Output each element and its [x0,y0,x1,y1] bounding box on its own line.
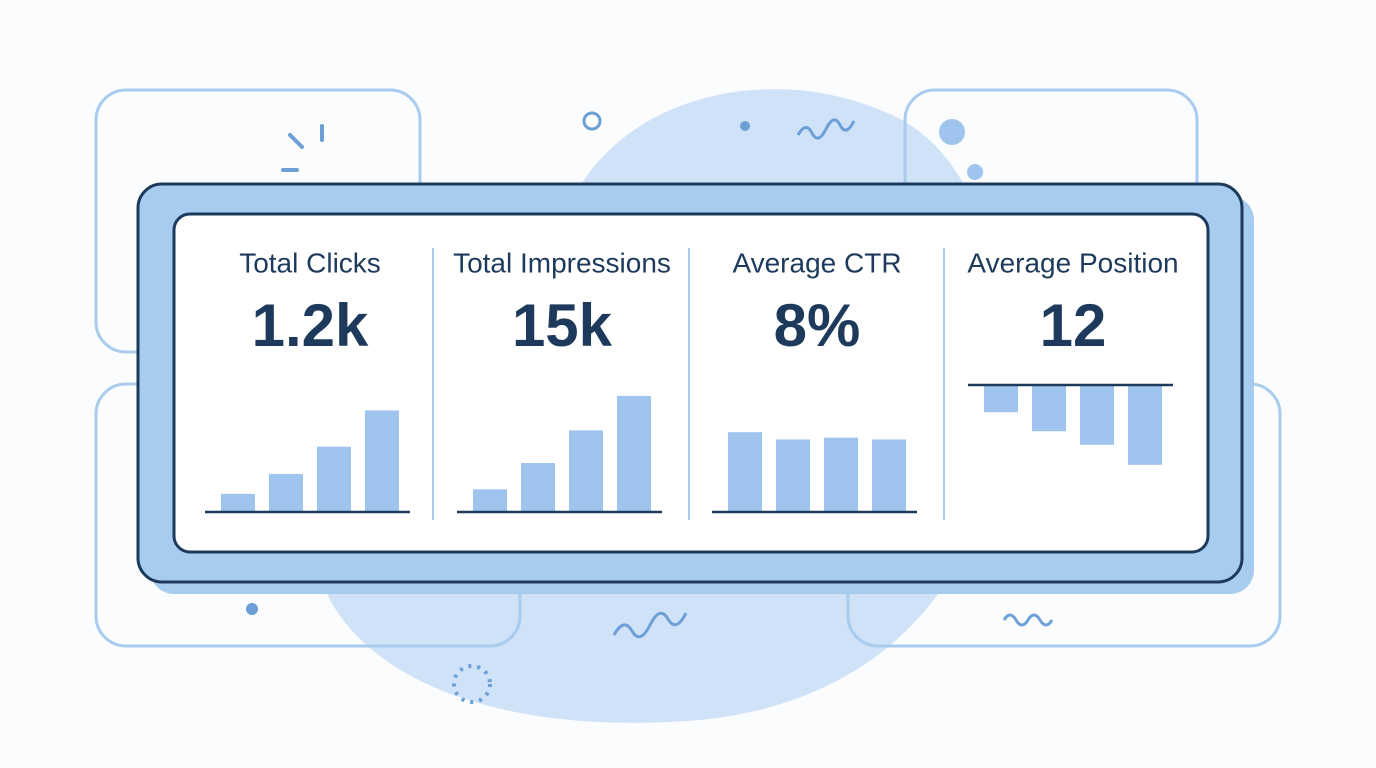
bar [365,410,399,512]
kpi-card: Average Position 12 [967,247,1179,465]
kpi-cards: Total Clicks 1.2k Total Impressions 15k Aver… [205,247,1179,514]
bar [569,430,603,512]
kpi-value: 1.2k [252,292,369,359]
bar [317,446,351,512]
kpi-value: 12 [1040,292,1107,359]
kpi-value: 8% [774,292,861,359]
kpi-card: Total Clicks 1.2k [205,247,410,514]
bar [1128,385,1162,465]
bar [221,493,255,512]
kpi-label: Average CTR [732,247,901,278]
kpi-value: 15k [512,292,613,359]
bar [872,439,906,512]
bar [521,463,555,512]
kpi-label: Total Impressions [453,247,671,278]
bar [728,432,762,512]
bar [984,385,1018,413]
bar [1032,385,1066,432]
kpi-card: Total Impressions 15k [453,247,671,514]
bar [617,395,651,512]
bar [269,473,303,512]
kpi-card: Average CTR 8% [712,247,917,514]
main-panel [136,182,1254,594]
kpi-label: Average Position [967,247,1178,278]
bar [473,489,507,512]
bar [776,439,810,512]
kpi-label: Total Clicks [239,247,381,278]
bar [824,437,858,512]
bar [1080,385,1114,445]
